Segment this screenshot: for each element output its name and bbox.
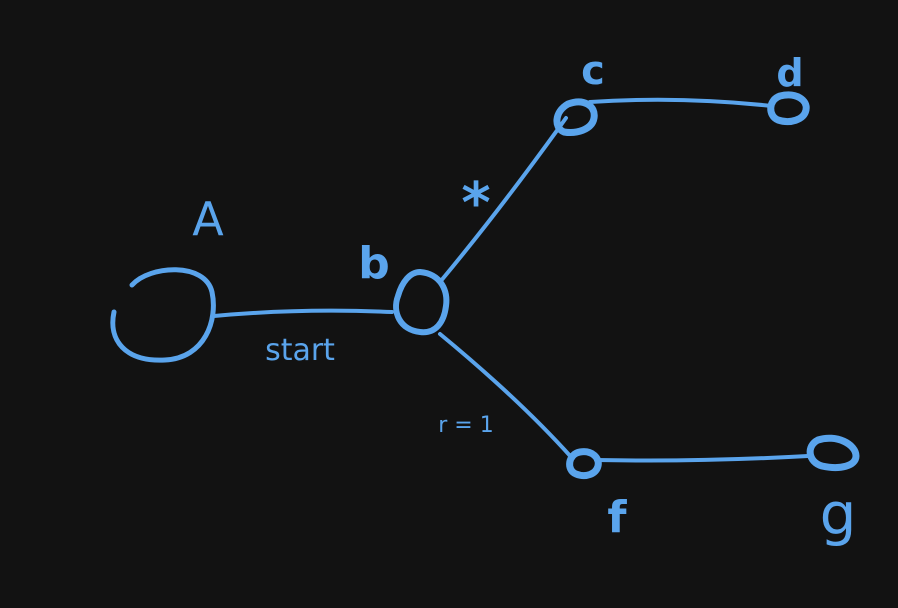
edge-c-d	[588, 97, 774, 108]
edge-a-b	[212, 308, 394, 318]
node-g	[806, 434, 860, 472]
node-label-g: g	[820, 480, 857, 548]
edge-f-g	[594, 454, 810, 463]
node-c	[553, 98, 598, 136]
node-label-d: d	[776, 51, 803, 95]
node-label-a: A	[192, 192, 224, 246]
node-d	[767, 91, 810, 126]
node-label-c: c	[581, 48, 605, 94]
edge-label-start: start	[265, 333, 335, 368]
edge-b-c	[438, 116, 568, 284]
node-label-b: b	[358, 238, 390, 289]
node-label-f: f	[607, 492, 627, 543]
node-b	[393, 269, 450, 336]
edge-label-r-equals-1: r = 1	[438, 413, 493, 438]
node-a	[110, 267, 216, 363]
edge-label-star: *	[461, 171, 490, 236]
node-f	[566, 448, 602, 480]
edge-b-f	[438, 332, 574, 460]
